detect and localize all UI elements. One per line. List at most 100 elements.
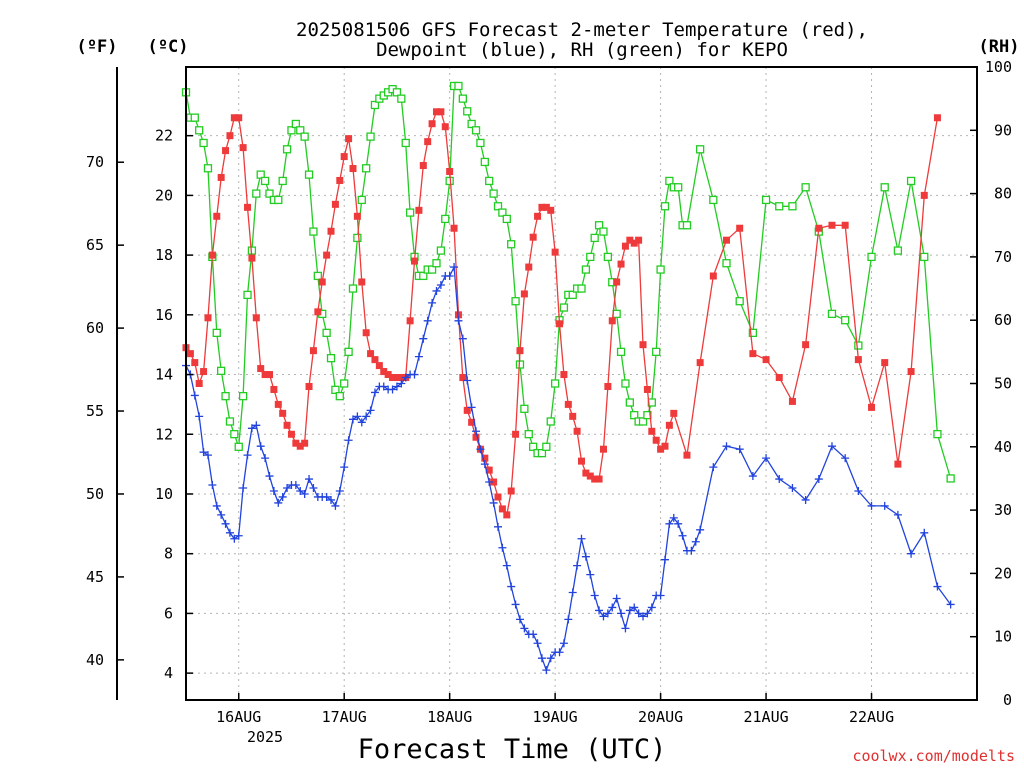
temperature-point-53: [415, 206, 423, 214]
temperature-point-25: [292, 439, 300, 447]
dewpoint-point-115: [687, 546, 696, 555]
temperature-point-54: [419, 162, 427, 170]
celsius-tick-label-5: 14: [155, 366, 173, 384]
rh-point-16: [252, 189, 261, 198]
rh-point-117: [722, 259, 731, 268]
dewpoint-point-99: [617, 609, 626, 618]
rh-point-30: [313, 271, 322, 281]
dewpoint-point-2: [190, 391, 199, 400]
axes-layer: 16AUG 17AUG 18AUG 19AUG 20AUG 21AUG 22AUG 4 6 8 10…: [86, 58, 1012, 726]
temperature-point-13: [239, 144, 247, 152]
rh-point-90: [577, 284, 586, 293]
rh-point-51: [405, 208, 415, 217]
rh-point-29: [309, 227, 318, 236]
fahrenheit-tick-label-5: 65: [86, 236, 104, 254]
plot-frame: [185, 66, 978, 701]
temperature-point-56: [428, 120, 436, 128]
dewpoint-point-122: [762, 454, 771, 463]
dewpoint-point-124: [788, 484, 797, 493]
temperature-point-19: [265, 371, 273, 379]
temperature-point-23: [283, 421, 291, 429]
rh-point-54: [419, 271, 428, 281]
temperature-point-4: [200, 368, 208, 376]
rh-point-82: [542, 442, 551, 451]
rh-point-2: [190, 113, 199, 122]
temperature-point-51: [406, 317, 414, 325]
rh-point-22: [278, 176, 287, 186]
temperature-point-109: [661, 442, 669, 450]
rh-point-18: [260, 176, 270, 186]
temperature-point-42: [367, 350, 375, 358]
rh-point-98: [612, 309, 621, 319]
temperature-point-76: [516, 347, 524, 355]
temperature-point-126: [868, 403, 876, 411]
rh-point-67: [476, 138, 485, 148]
fahrenheit-tick-label-4: 60: [86, 319, 104, 337]
temperature-point-96: [604, 382, 612, 390]
rh-point-36: [340, 379, 349, 388]
rh-point-125: [827, 309, 837, 319]
temperature-point-104: [639, 341, 647, 349]
dewpoint-point-9: [221, 519, 230, 528]
temperature-point-111: [670, 409, 678, 417]
dewpoint-point-33: [327, 495, 336, 504]
dewpoint-point-12: [234, 531, 243, 540]
dewpoint-point-34: [331, 501, 340, 510]
rh-point-56: [427, 265, 437, 274]
celsius-tick-label-1: 6: [164, 604, 173, 622]
dewpoint-point-20: [269, 486, 278, 495]
temperature-point-24: [287, 430, 295, 438]
temperature-point-110: [665, 421, 673, 429]
rh-point-118: [735, 297, 744, 306]
rh-point-17: [256, 170, 265, 179]
rh-point-112: [674, 183, 683, 192]
rh-tick-label-0: 0: [1003, 691, 1012, 709]
temperature-point-97: [608, 317, 616, 325]
rh-point-49: [397, 94, 406, 103]
dewpoint-point-54: [419, 334, 428, 343]
dewpoint-point-8: [217, 510, 226, 519]
temperature-point-125: [854, 356, 862, 364]
temperature-point-71: [494, 493, 502, 501]
rh-point-132: [920, 252, 929, 262]
temperature-point-120: [788, 397, 796, 405]
rh-point-21: [274, 195, 283, 205]
rh-point-34: [331, 385, 340, 394]
temperature-point-72: [498, 505, 506, 513]
rh-point-11: [230, 429, 239, 439]
dewpoint-point-10: [225, 528, 234, 537]
rh-point-58: [436, 246, 446, 255]
temperature-point-112: [683, 451, 691, 459]
rh-point-101: [625, 398, 634, 407]
dewpoint-point-103: [634, 609, 643, 618]
dewpoint-point-63: [458, 334, 467, 343]
rh-point-100: [621, 379, 630, 388]
temperature-point-127: [881, 359, 889, 367]
celsius-tick-label-8: 20: [155, 186, 173, 204]
temperature-point-63: [459, 374, 467, 382]
dewpoint-point-81: [537, 654, 546, 663]
temperature-point-86: [560, 371, 568, 379]
temperature-point-69: [485, 466, 493, 474]
temperature-point-61: [450, 224, 458, 232]
dewpoint-point-130: [867, 501, 876, 510]
rh-point-39: [353, 233, 362, 243]
dewpoint-point-120: [735, 445, 744, 454]
rh-point-129: [880, 183, 889, 192]
temperature-point-108: [657, 445, 665, 453]
rh-point-40: [357, 195, 366, 205]
x-tick-label-0: 16AUG: [216, 708, 261, 726]
rh-point-68: [480, 157, 489, 167]
rh-tick-label-6: 60: [994, 311, 1012, 329]
dewpoint-point-71: [494, 522, 503, 531]
temperature-point-14: [244, 203, 252, 211]
temperature-point-101: [626, 236, 634, 244]
rh-point-57: [432, 259, 441, 268]
rh-point-105: [643, 410, 652, 420]
temperature-point-119: [775, 374, 783, 382]
dewpoint-point-76: [515, 615, 524, 624]
rh-point-10: [225, 417, 235, 426]
temperature-point-95: [599, 445, 607, 453]
dewpoint-point-118: [709, 463, 718, 472]
temperature-point-128: [894, 460, 902, 468]
